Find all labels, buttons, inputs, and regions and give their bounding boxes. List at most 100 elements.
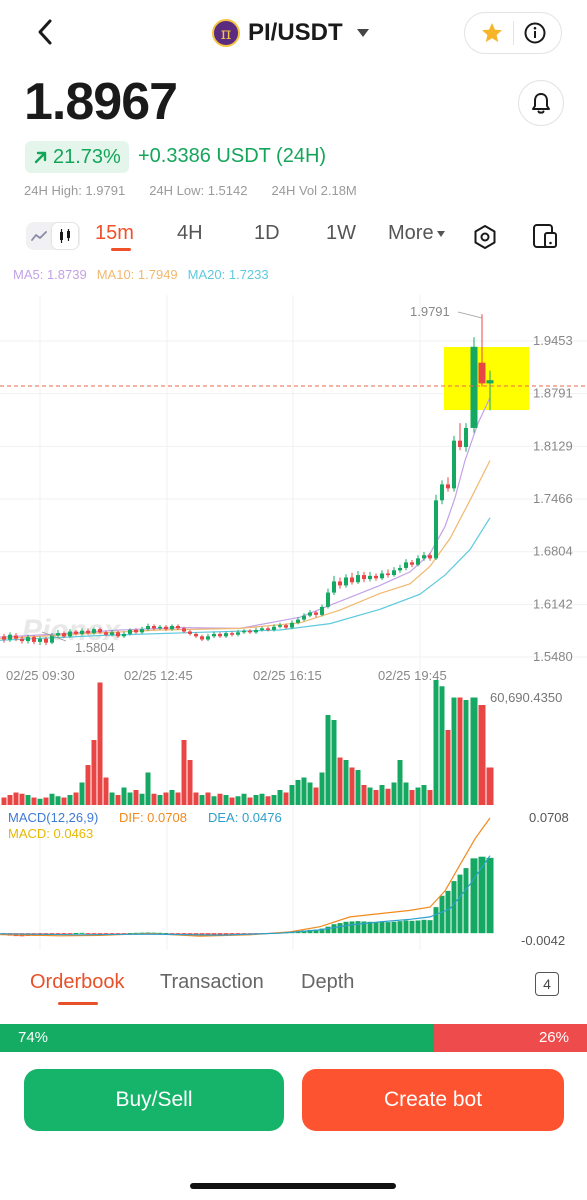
candle: [326, 588, 330, 609]
header-actions: [464, 12, 562, 54]
candle: [140, 626, 144, 634]
macd-bar: [115, 933, 121, 935]
volume-bar: [478, 705, 486, 805]
macd-bar: [223, 933, 229, 936]
highlight-marker: [444, 347, 529, 410]
candle-body: [464, 427, 468, 448]
time-axis: 02/25 09:30 02/25 12:45 02/25 16:15 02/25 1…: [6, 668, 447, 683]
volume-bar: [265, 796, 271, 805]
candle: [224, 631, 228, 638]
ma-legend: MA5: 1.8739 MA10: 1.7949 MA20: 1.7233: [13, 267, 269, 282]
volume-bar: [139, 793, 145, 805]
candle-body: [458, 440, 462, 448]
volume-bar: [247, 797, 253, 805]
volume-bar: [67, 795, 73, 805]
tf-4h[interactable]: 4H: [177, 222, 203, 244]
create-bot-button[interactable]: Create bot: [302, 1069, 564, 1131]
star-icon[interactable]: [480, 21, 504, 45]
candle-body: [422, 555, 426, 559]
info-icon[interactable]: [523, 21, 547, 45]
stats-24h: 24H High: 1.9791 24H Low: 1.5142 24H Vol…: [24, 183, 357, 198]
tf-1w[interactable]: 1W: [326, 222, 356, 244]
volume-bar: [211, 796, 217, 805]
buy-sell-button[interactable]: Buy/Sell: [24, 1069, 284, 1131]
tab-depth[interactable]: Depth: [301, 971, 355, 993]
volume-bar: [445, 730, 451, 805]
depth-level-button[interactable]: 4: [535, 972, 559, 996]
chart-type-toggle[interactable]: [26, 222, 80, 250]
price-alert-button[interactable]: [518, 80, 564, 126]
tf-15m[interactable]: 15m: [95, 222, 134, 244]
dea-line: [0, 855, 491, 936]
candle: [452, 435, 456, 492]
tf-more[interactable]: More: [388, 222, 445, 245]
candlestick-icon[interactable]: [52, 223, 78, 249]
macd-bar: [391, 921, 397, 934]
volume-bar: [331, 720, 337, 805]
volume-bar: [253, 795, 259, 805]
macd-bar: [397, 921, 403, 934]
candle-body: [170, 625, 174, 630]
volume-bar: [409, 790, 415, 805]
candle-body: [146, 625, 150, 630]
layout-switch-icon[interactable]: [531, 222, 559, 250]
candle-body: [368, 575, 372, 580]
volume-bar: [91, 740, 97, 805]
candle: [296, 617, 300, 625]
back-button[interactable]: [28, 14, 62, 50]
candle-body: [20, 638, 24, 642]
candle-body: [398, 567, 402, 571]
candle-body: [224, 633, 228, 637]
candle: [248, 629, 252, 634]
pair-selector[interactable]: π PI/USDT: [212, 15, 369, 51]
ma20-label: MA20: 1.7233: [187, 267, 269, 282]
candle: [170, 624, 174, 631]
candle: [486, 370, 494, 411]
candles: [2, 314, 494, 646]
timeframe-bar: 15m 4H 1D 1W More: [0, 216, 587, 256]
volume-bar: [313, 787, 319, 805]
volume-bar: [235, 796, 241, 805]
candle: [386, 569, 390, 578]
candle: [200, 634, 204, 642]
macd-bar: [97, 933, 103, 935]
volume-bar: [367, 787, 373, 805]
candle: [272, 624, 276, 632]
candle: [194, 632, 198, 638]
line-chart-icon[interactable]: [26, 223, 52, 249]
hexagon-settings-icon[interactable]: [472, 224, 498, 250]
candle: [314, 610, 318, 618]
candle: [68, 629, 72, 638]
macd-bar: [121, 933, 127, 935]
candle: [164, 625, 168, 631]
tab-transaction[interactable]: Transaction: [160, 971, 264, 993]
macd-bar: [349, 921, 355, 934]
candle-body: [62, 633, 66, 637]
pair-title: PI/USDT: [248, 19, 343, 46]
candle-body: [308, 612, 312, 616]
candle-body: [176, 625, 180, 629]
macd-bar: [103, 933, 109, 935]
candle-body: [416, 558, 420, 565]
candle-body: [486, 380, 494, 384]
candle: [350, 572, 354, 585]
volume-bar: [109, 792, 115, 805]
volume-bar: [421, 785, 427, 805]
volume-bar: [433, 680, 439, 805]
volume-bar: [193, 792, 199, 805]
candle-body: [212, 633, 216, 637]
max-label: 1.9791: [410, 304, 450, 319]
vol-24h: 24H Vol 2.18M: [271, 183, 357, 198]
candle: [374, 573, 378, 581]
candle: [182, 626, 186, 634]
tab-orderbook[interactable]: Orderbook: [30, 971, 125, 993]
candle: [98, 627, 102, 634]
candle-body: [278, 625, 282, 627]
tf-1d[interactable]: 1D: [254, 222, 280, 244]
price-chart[interactable]: Pionex 1.94531.87911.81291.74661.68041.6…: [0, 290, 587, 950]
macd-bar: [361, 921, 367, 934]
candle-body: [452, 440, 456, 489]
volume-bar: [451, 697, 457, 805]
macd-bar: [445, 890, 451, 934]
macd-bar: [457, 874, 463, 934]
